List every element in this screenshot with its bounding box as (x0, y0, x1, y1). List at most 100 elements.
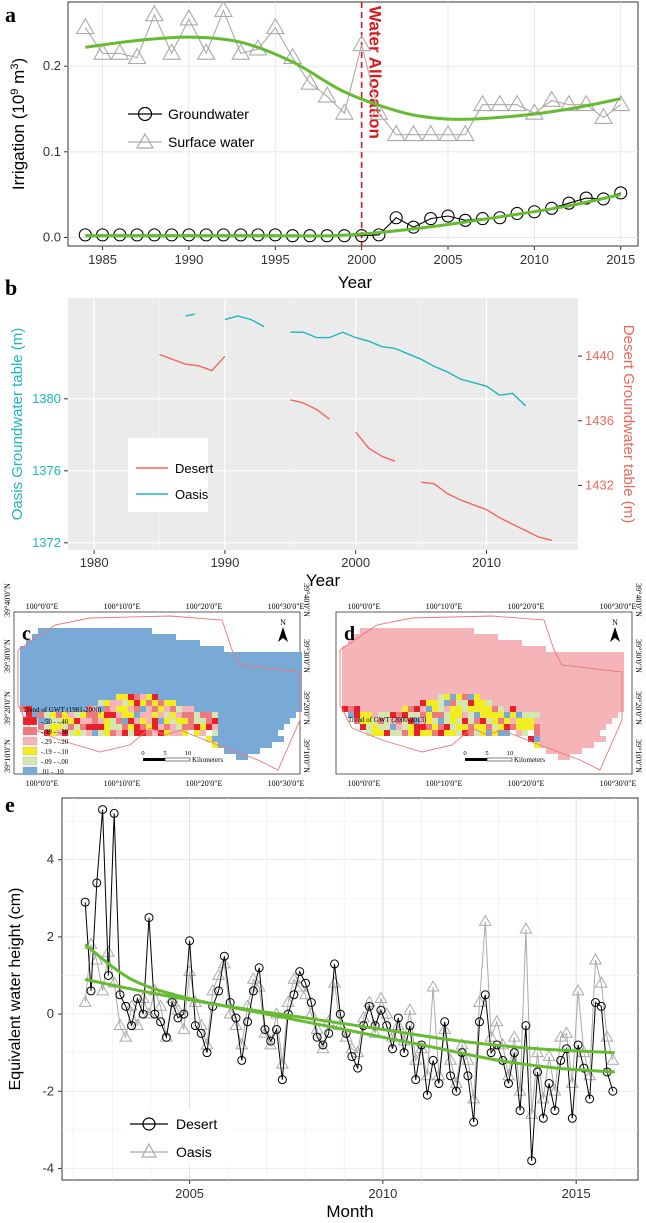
map-cell (260, 718, 266, 724)
map-cell (212, 694, 218, 700)
desert-point (248, 986, 258, 996)
map-cell (110, 706, 116, 712)
map-cell (296, 652, 302, 658)
map-cell (98, 640, 104, 646)
map-cell (278, 706, 284, 712)
map-cell (122, 652, 128, 658)
map-cell (552, 682, 558, 688)
map-cell (128, 706, 134, 712)
oasis-point (113, 1018, 127, 1031)
x-tick-label: 2000 (341, 555, 370, 570)
y-tick-label: 4 (47, 852, 54, 867)
map-cell (540, 658, 546, 664)
map-cell (212, 652, 218, 658)
map-cell (152, 676, 158, 682)
legend-desert-label: Desert (176, 1116, 217, 1132)
map-cell (44, 664, 50, 670)
map-cell (396, 676, 402, 682)
legend-swatch (22, 716, 38, 726)
map-cell (50, 670, 56, 676)
map-cell (152, 634, 158, 640)
map-cell (278, 688, 284, 694)
map-cell (372, 706, 378, 712)
map-cell (206, 652, 212, 658)
legend-surface-label: Surface water (168, 134, 255, 150)
map-cell (384, 682, 390, 688)
map-cell (510, 682, 516, 688)
map-cell (116, 724, 122, 730)
map-cell (462, 694, 468, 700)
map-cell (570, 700, 576, 706)
map-cell (158, 670, 164, 676)
map-cell (570, 664, 576, 670)
groundwater-point (614, 186, 628, 200)
map-cell (44, 706, 50, 712)
groundwater-point (441, 209, 455, 223)
map-cell (414, 652, 420, 658)
map-cell (272, 676, 278, 682)
map-cell (576, 706, 582, 712)
map-cell (230, 700, 236, 706)
map-cell (402, 652, 408, 658)
map-cell (414, 700, 420, 706)
map-cell (272, 700, 278, 706)
map-cell (50, 700, 56, 706)
desert-point (515, 1106, 525, 1116)
map-cell (242, 736, 248, 742)
map-cell (254, 724, 260, 730)
map-cell (558, 712, 564, 718)
map-cell (146, 694, 152, 700)
lon-tick-top: 100°0'0"E (26, 602, 59, 611)
map-cell (188, 682, 194, 688)
map-cell (116, 688, 122, 694)
map-cell (384, 640, 390, 646)
map-cell (414, 676, 420, 682)
map-cell (402, 694, 408, 700)
map-cell (372, 664, 378, 670)
map-cell (218, 694, 224, 700)
map-cell (456, 670, 462, 676)
map-cell (98, 646, 104, 652)
map-cell (20, 670, 26, 676)
map-cell (80, 640, 86, 646)
map-cell (44, 646, 50, 652)
map-cell (486, 694, 492, 700)
map-cell (50, 688, 56, 694)
map-cell (396, 706, 402, 712)
trend-line-groundwater (85, 193, 622, 238)
map-cell (480, 664, 486, 670)
map-cell (390, 700, 396, 706)
map-cell (444, 664, 450, 670)
map-cell (32, 664, 38, 670)
map-cell (266, 676, 272, 682)
map-cell (492, 688, 498, 694)
panel-a-legend: Groundwater Surface water (128, 106, 255, 150)
oasis-point (461, 1053, 475, 1065)
desert-point (266, 1036, 276, 1046)
map-cell (98, 676, 104, 682)
map-cell (540, 682, 546, 688)
map-cell (378, 688, 384, 694)
map-cell (492, 724, 498, 730)
panel-c: c N Trend of GWT (1981-2000) -.50 - -.40… (3, 583, 311, 788)
map-cell (104, 682, 110, 688)
map-cell (354, 706, 360, 712)
map-cell (290, 664, 296, 670)
map-cell (296, 706, 302, 712)
map-cell (158, 682, 164, 688)
map-cell (522, 706, 528, 712)
map-cell (230, 652, 236, 658)
map-cell (414, 664, 420, 670)
x-tick-label: 2015 (606, 252, 635, 267)
map-cell (384, 658, 390, 664)
map-cell (558, 724, 564, 730)
map-cell (296, 694, 302, 700)
map-cell (260, 664, 266, 670)
map-cell (462, 724, 468, 730)
map-cell (86, 640, 92, 646)
map-cell (152, 658, 158, 664)
map-cell (528, 652, 534, 658)
map-cell (146, 640, 152, 646)
map-cell (50, 730, 56, 736)
map-cell (128, 694, 134, 700)
